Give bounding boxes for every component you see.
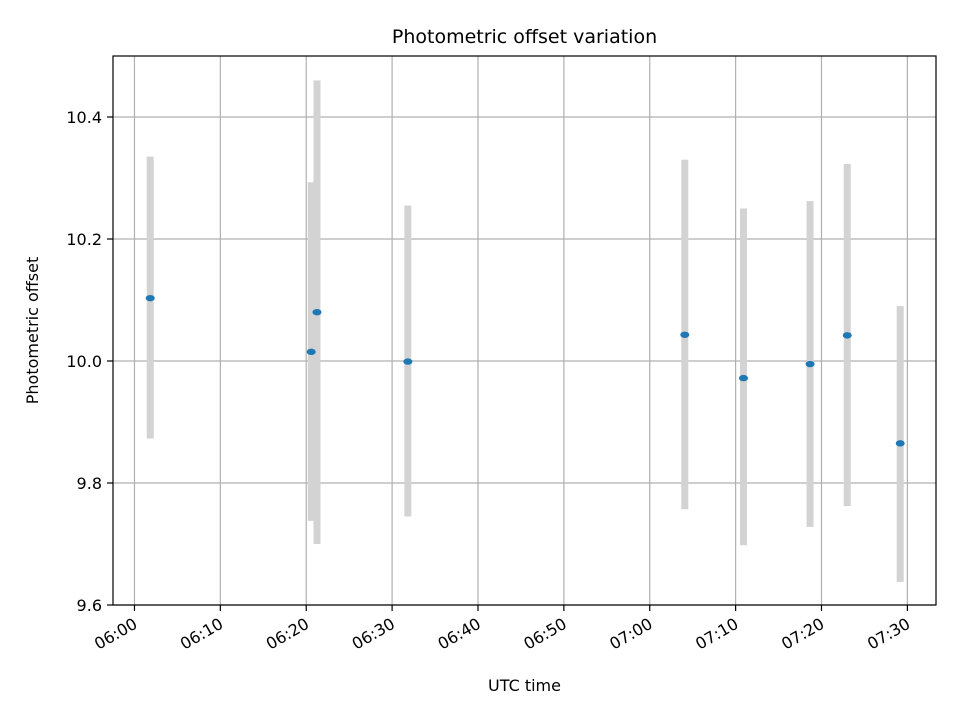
y-tick-label: 10.2 [66, 230, 102, 249]
y-tick-label: 9.6 [77, 596, 102, 615]
data-point [145, 294, 155, 302]
plot-frame [112, 55, 937, 606]
y-axis: 9.6 9.8 10.0 10.2 10.4 [66, 108, 113, 615]
y-axis-title: Photometric offset [23, 257, 42, 405]
y-tick-label: 10.4 [66, 108, 102, 127]
data-point [805, 360, 815, 368]
y-tick-label: 10.0 [66, 352, 102, 371]
data-point [895, 440, 905, 447]
data-point [312, 309, 322, 316]
x-axis-title: UTC time [488, 676, 561, 695]
data-point [842, 332, 852, 339]
chart-title: Photometric offset variation [392, 26, 657, 48]
data-point [306, 348, 316, 356]
data-points [145, 294, 905, 447]
data-point [680, 331, 690, 338]
data-point [403, 358, 413, 365]
y-tick-label: 9.8 [77, 474, 102, 493]
data-point [738, 374, 748, 382]
